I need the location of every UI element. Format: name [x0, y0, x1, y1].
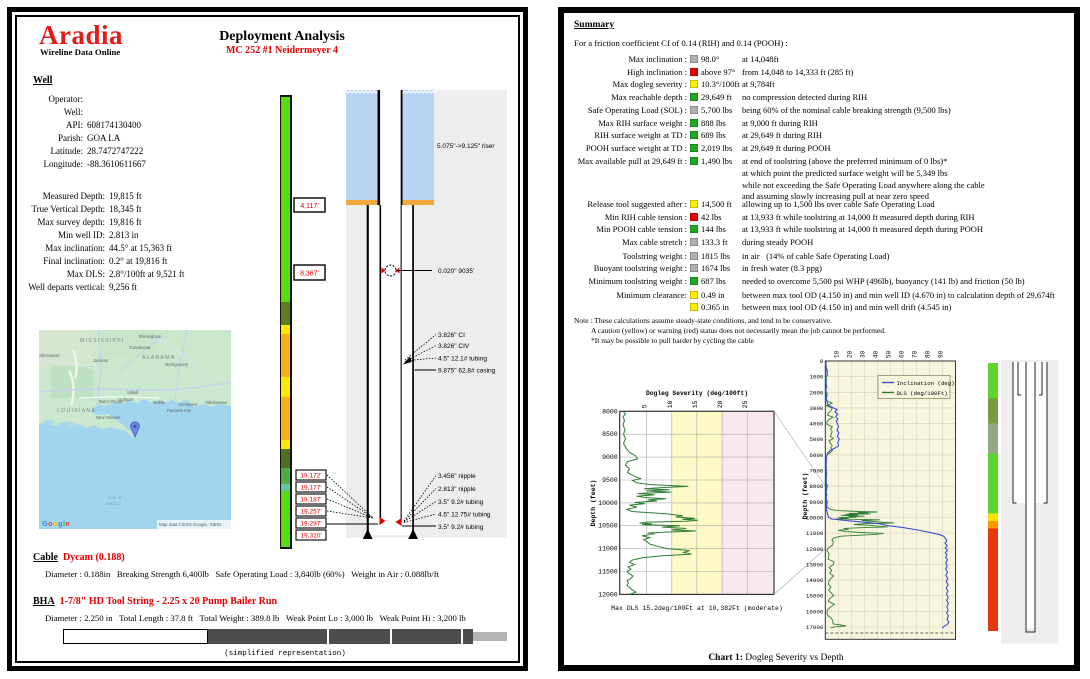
svg-text:11000: 11000: [598, 546, 618, 553]
svg-text:10500: 10500: [598, 523, 618, 530]
svg-text:5: 5: [642, 404, 649, 408]
svg-text:20: 20: [846, 351, 853, 358]
svg-text:Depth (feet): Depth (feet): [802, 473, 809, 520]
svg-text:15: 15: [692, 400, 699, 408]
svg-text:0: 0: [820, 358, 824, 365]
svg-text:Birmingham: Birmingham: [139, 334, 162, 339]
svg-text:Max DLS 15.2deg/100Ft at 10,38: Max DLS 15.2deg/100Ft at 10,382Ft (moder…: [611, 605, 783, 612]
svg-text:14000: 14000: [806, 577, 824, 584]
svg-text:Gulfport: Gulfport: [118, 397, 134, 402]
svg-text:11500: 11500: [598, 569, 618, 576]
svg-text:3000: 3000: [809, 405, 823, 412]
svg-text:5.075"->9.125" riser: 5.075"->9.125" riser: [437, 143, 495, 150]
svg-text:25: 25: [742, 400, 749, 408]
svg-text:19,310': 19,310': [300, 533, 321, 540]
svg-text:Depth (feet): Depth (feet): [590, 480, 597, 527]
svg-text:Tallahassee: Tallahassee: [205, 400, 228, 405]
svg-text:15000: 15000: [806, 593, 824, 600]
svg-text:e: e: [66, 519, 70, 528]
svg-text:50: 50: [885, 351, 892, 358]
svg-text:Tuscaloosa: Tuscaloosa: [129, 345, 151, 350]
svg-text:4.5" 12.75# tubing: 4.5" 12.75# tubing: [438, 512, 491, 519]
svg-text:19,257': 19,257': [300, 509, 321, 516]
svg-text:g: g: [58, 519, 63, 528]
svg-text:10000: 10000: [598, 500, 618, 507]
svg-text:Jackson: Jackson: [93, 358, 109, 363]
svg-text:4.5" 12.1# tubing: 4.5" 12.1# tubing: [438, 356, 487, 363]
svg-text:8000: 8000: [809, 483, 823, 490]
svg-text:10: 10: [833, 351, 840, 358]
svg-text:o: o: [53, 519, 58, 528]
svg-text:G: G: [42, 519, 48, 528]
svg-text:90: 90: [937, 351, 944, 358]
svg-text:Baton Rouge: Baton Rouge: [99, 399, 124, 404]
svg-text:3.826" CIV: 3.826" CIV: [438, 343, 470, 350]
svg-text:12000: 12000: [806, 546, 824, 553]
svg-text:9000: 9000: [602, 454, 618, 461]
svg-text:Panama City: Panama City: [167, 408, 192, 413]
svg-text:70: 70: [911, 351, 918, 358]
svg-text:l: l: [63, 519, 65, 528]
svg-text:LOUISIANA: LOUISIANA: [57, 408, 96, 414]
svg-text:6000: 6000: [809, 452, 823, 459]
svg-text:Mobile: Mobile: [153, 400, 166, 405]
svg-text:30: 30: [859, 351, 866, 358]
svg-text:19,297': 19,297': [300, 521, 321, 528]
svg-text:19,177': 19,177': [300, 485, 321, 492]
svg-text:ALABAMA: ALABAMA: [142, 355, 175, 361]
svg-text:3.826" CI: 3.826" CI: [438, 332, 465, 339]
svg-text:17000: 17000: [806, 624, 824, 631]
svg-text:1000: 1000: [809, 374, 823, 381]
svg-text:16000: 16000: [806, 608, 824, 615]
svg-text:4000: 4000: [809, 421, 823, 428]
svg-text:Slidell: Slidell: [127, 390, 138, 395]
svg-text:Dogleg Severity (deg/100ft): Dogleg Severity (deg/100ft): [646, 390, 748, 397]
svg-text:9000: 9000: [809, 499, 823, 506]
svg-text:20: 20: [717, 400, 724, 408]
svg-text:60: 60: [898, 351, 905, 358]
svg-text:2000: 2000: [809, 389, 823, 396]
svg-text:Map data ©2023 Google, INEGI: Map data ©2023 Google, INEGI: [159, 522, 221, 527]
svg-text:3.5" 9.2# tubing: 3.5" 9.2# tubing: [438, 524, 484, 531]
svg-text:4,117': 4,117': [300, 203, 318, 210]
svg-text:19,172': 19,172': [300, 473, 321, 480]
svg-text:11000: 11000: [806, 530, 824, 537]
svg-text:2.813" nipple: 2.813" nipple: [438, 486, 476, 493]
svg-text:9.875" 62.8# casing: 9.875" 62.8# casing: [438, 368, 496, 375]
svg-text:5000: 5000: [809, 436, 823, 443]
svg-text:19,187': 19,187': [300, 497, 321, 504]
svg-text:3.456" nipple: 3.456" nipple: [438, 473, 476, 480]
svg-text:Shreveport: Shreveport: [39, 353, 60, 358]
svg-text:10000: 10000: [806, 515, 824, 522]
svg-text:8,367': 8,367': [300, 271, 319, 278]
svg-text:Inclination (deg): Inclination (deg): [897, 380, 955, 387]
svg-text:8500: 8500: [602, 431, 618, 438]
svg-text:9500: 9500: [602, 477, 618, 484]
svg-text:7000: 7000: [809, 468, 823, 475]
svg-text:10: 10: [667, 400, 674, 408]
svg-text:8000: 8000: [602, 408, 618, 415]
svg-text:Montgomery: Montgomery: [165, 362, 189, 367]
svg-text:New Orleans: New Orleans: [96, 415, 120, 420]
svg-text:MISSISSIPPI: MISSISSIPPI: [80, 338, 125, 344]
svg-text:40: 40: [872, 351, 879, 358]
svg-text:3.5" 9.2# tubing: 3.5" 9.2# tubing: [438, 499, 484, 506]
svg-text:Gulf of: Gulf of: [108, 495, 122, 500]
svg-text:0.020" 9035': 0.020" 9035': [438, 268, 474, 275]
svg-text:13000: 13000: [806, 561, 824, 568]
svg-text:Crestview: Crestview: [179, 402, 198, 407]
svg-text:80: 80: [924, 351, 931, 358]
svg-text:DLS (deg/100Ft): DLS (deg/100Ft): [897, 390, 948, 397]
svg-text:Mexico: Mexico: [106, 501, 121, 506]
svg-text:o: o: [48, 519, 53, 528]
svg-text:12000: 12000: [598, 591, 618, 598]
